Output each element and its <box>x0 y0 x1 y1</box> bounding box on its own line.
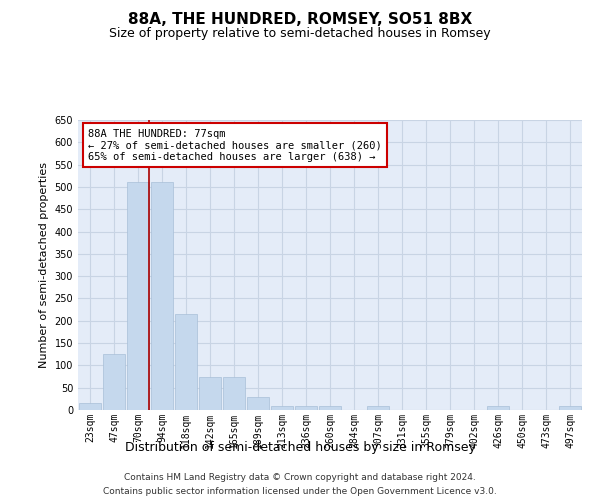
Text: Contains HM Land Registry data © Crown copyright and database right 2024.: Contains HM Land Registry data © Crown c… <box>124 473 476 482</box>
Bar <box>367 406 389 410</box>
Text: Contains public sector information licensed under the Open Government Licence v3: Contains public sector information licen… <box>103 486 497 496</box>
Bar <box>103 354 125 410</box>
Bar <box>199 376 221 410</box>
Bar <box>487 406 509 410</box>
Text: 88A THE HUNDRED: 77sqm
← 27% of semi-detached houses are smaller (260)
65% of se: 88A THE HUNDRED: 77sqm ← 27% of semi-det… <box>88 128 382 162</box>
Bar <box>223 376 245 410</box>
Y-axis label: Number of semi-detached properties: Number of semi-detached properties <box>39 162 49 368</box>
Bar <box>559 406 581 410</box>
Bar <box>247 396 269 410</box>
Bar <box>151 182 173 410</box>
Bar <box>295 406 317 410</box>
Bar <box>127 182 149 410</box>
Text: Size of property relative to semi-detached houses in Romsey: Size of property relative to semi-detach… <box>109 28 491 40</box>
Text: Distribution of semi-detached houses by size in Romsey: Distribution of semi-detached houses by … <box>125 441 475 454</box>
Bar <box>175 314 197 410</box>
Bar <box>271 406 293 410</box>
Bar <box>319 406 341 410</box>
Text: 88A, THE HUNDRED, ROMSEY, SO51 8BX: 88A, THE HUNDRED, ROMSEY, SO51 8BX <box>128 12 472 28</box>
Bar <box>79 404 101 410</box>
